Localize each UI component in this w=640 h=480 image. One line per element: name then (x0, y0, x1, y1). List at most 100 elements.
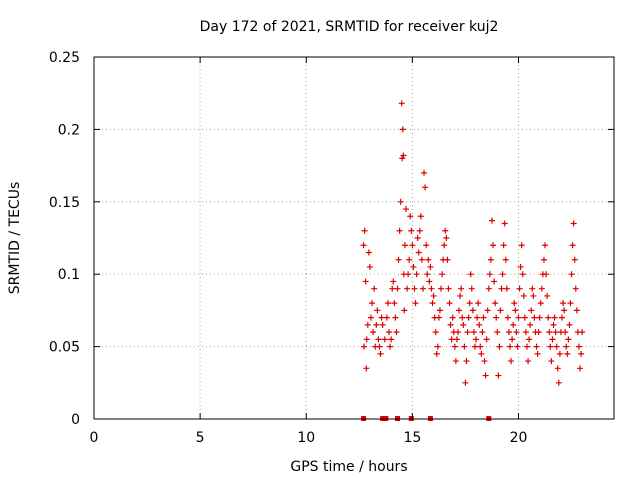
data-point (503, 285, 510, 292)
data-point (412, 300, 419, 307)
x-tick-label: 5 (196, 430, 205, 446)
data-point (452, 358, 459, 365)
y-tick-label: 0.25 (49, 50, 80, 66)
data-point (504, 314, 511, 321)
data-point (531, 314, 538, 321)
data-point (560, 300, 567, 307)
data-point (548, 358, 555, 365)
data-point (451, 343, 458, 350)
data-point (578, 350, 585, 357)
data-point (562, 329, 569, 336)
data-point (479, 329, 486, 336)
data-point (497, 307, 504, 314)
data-point (522, 329, 529, 336)
data-point (498, 285, 505, 292)
data-point (525, 358, 532, 365)
data-point (510, 321, 517, 328)
data-point (404, 285, 411, 292)
data-point (396, 227, 403, 234)
x-tick-label: 15 (403, 430, 421, 446)
data-point (569, 242, 576, 249)
data-point (457, 292, 464, 299)
data-point (516, 285, 523, 292)
data-point (378, 314, 385, 321)
data-point (534, 350, 541, 357)
data-point (556, 350, 563, 357)
data-point (458, 285, 465, 292)
data-point (535, 329, 542, 336)
x-tick-label: 10 (297, 430, 315, 446)
x-axis-label: GPS time / hours (290, 459, 407, 475)
data-point (424, 271, 431, 278)
data-point (469, 307, 476, 314)
data-point (433, 350, 440, 357)
data-point (552, 329, 559, 336)
data-point (429, 300, 436, 307)
data-point (546, 329, 553, 336)
data-point (370, 329, 377, 336)
data-point (547, 343, 554, 350)
data-point (365, 249, 372, 256)
data-point (373, 321, 380, 328)
data-point (363, 365, 370, 372)
data-point (432, 329, 439, 336)
data-point (443, 235, 450, 241)
data-point (413, 271, 420, 278)
data-point (475, 300, 482, 307)
data-point (481, 358, 488, 365)
data-point (478, 350, 485, 357)
data-point (565, 336, 572, 343)
data-point (514, 343, 521, 350)
data-point (386, 329, 393, 336)
data-points (360, 100, 586, 386)
data-point (477, 343, 484, 350)
data-point (453, 336, 460, 343)
data-point (394, 285, 401, 292)
data-point (545, 314, 552, 321)
data-point (464, 329, 471, 336)
data-point (374, 307, 381, 314)
data-point (398, 100, 405, 107)
data-point (371, 285, 378, 292)
data-point (360, 343, 367, 350)
data-point (507, 343, 513, 350)
data-point (456, 307, 463, 314)
data-point (462, 379, 469, 386)
data-point (508, 358, 515, 365)
data-point (419, 285, 426, 292)
data-point (409, 242, 416, 249)
data-point (366, 263, 373, 270)
data-point (449, 314, 456, 321)
data-point (445, 285, 452, 292)
data-point (466, 300, 473, 307)
grid-lines (94, 57, 614, 419)
data-point (377, 350, 384, 357)
data-point (426, 278, 433, 285)
data-point (521, 314, 528, 321)
data-point (482, 372, 489, 379)
data-point (533, 343, 540, 350)
data-point (519, 271, 526, 278)
data-point (502, 256, 509, 263)
data-point (513, 329, 520, 336)
data-point (388, 336, 395, 343)
y-axis-label: SRMTID / TECUs (7, 182, 23, 295)
data-point (491, 278, 498, 285)
data-point (423, 242, 430, 249)
data-point (401, 307, 408, 314)
x-tick-label: 20 (510, 430, 528, 446)
data-point (427, 263, 434, 270)
data-point (367, 314, 374, 321)
data-point (428, 285, 435, 292)
data-point (363, 336, 370, 343)
data-point (448, 336, 455, 343)
data-point (526, 336, 533, 343)
x-tick-labels: 0 5 10 15 20 (90, 430, 528, 446)
data-point (369, 300, 376, 307)
data-point (463, 358, 470, 365)
data-point (468, 285, 475, 292)
data-point (446, 300, 453, 307)
data-point (401, 242, 408, 249)
data-point (561, 307, 568, 314)
